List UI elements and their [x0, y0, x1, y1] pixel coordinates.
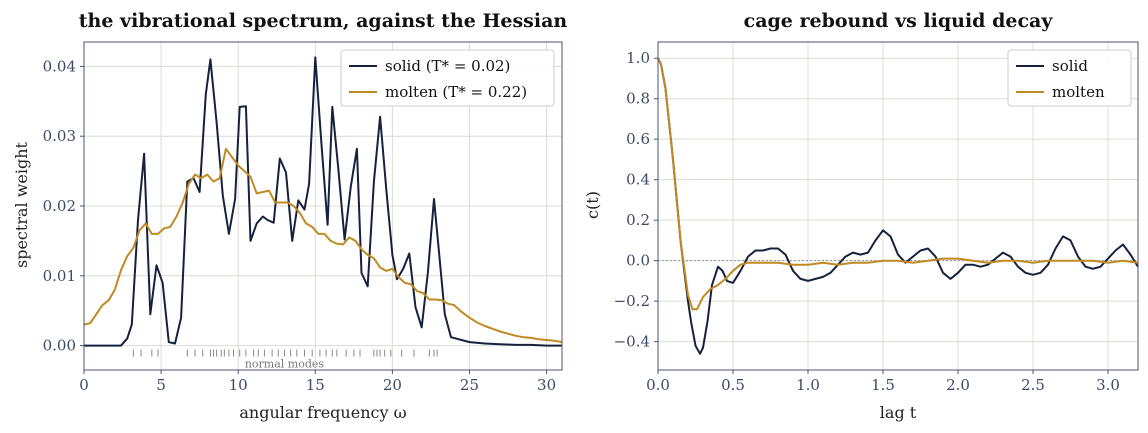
y-tick-label: 0.0 — [626, 252, 650, 270]
x-tick-label: 1.5 — [871, 376, 895, 394]
x-tick-label: 3.0 — [1096, 376, 1120, 394]
legend-label-solid: solid (T* = 0.02) — [385, 57, 510, 75]
plot-frame — [83, 41, 563, 371]
legend-label-solid: solid — [1052, 57, 1088, 75]
x-tick-label: 10 — [229, 376, 248, 394]
legend-label-molten: molten — [1052, 83, 1105, 101]
x-tick-label: 1.0 — [796, 376, 820, 394]
normal-modes-annotation: normal modes — [245, 358, 325, 371]
series-line-molten — [657, 57, 1139, 311]
y-tick-label: 0.2 — [626, 211, 650, 229]
y-tick-label: 0.01 — [43, 267, 76, 285]
x-tick-label: 2.5 — [1021, 376, 1045, 394]
x-axis-label: angular frequency ω — [239, 403, 406, 422]
y-tick-label: −0.4 — [614, 333, 650, 351]
spectrum-panel: the vibrational spectrum, against the He… — [12, 10, 567, 422]
autocorrelation-panel: cage rebound vs liquid decay lag t c(t) … — [583, 10, 1139, 422]
x-tick-label: 2.0 — [946, 376, 970, 394]
legend-box — [340, 49, 555, 107]
legend: solid (T* = 0.02) molten (T* = 0.22) — [340, 49, 555, 107]
y-tick-label: 0.02 — [43, 197, 76, 215]
y-tick-label: 0.4 — [626, 171, 650, 189]
x-tick-label: 15 — [306, 376, 325, 394]
x-axis-label: lag t — [880, 403, 917, 422]
x-tick-label: 0 — [79, 376, 89, 394]
legend: solid molten — [1007, 49, 1132, 107]
y-tick-label: −0.2 — [614, 292, 650, 310]
y-tick-label: 0.04 — [43, 57, 76, 75]
series-line-solid — [84, 56, 562, 347]
y-tick-label: 1.0 — [626, 49, 650, 67]
chart-title: cage rebound vs liquid decay — [744, 10, 1054, 32]
chart-title: the vibrational spectrum, against the He… — [79, 10, 568, 32]
legend-label-molten: molten (T* = 0.22) — [385, 83, 527, 101]
series-line-solid — [657, 57, 1139, 355]
y-tick-label: 0.03 — [43, 127, 76, 145]
x-tick-label: 0.5 — [721, 376, 745, 394]
x-tick-label: 20 — [383, 376, 402, 394]
y-tick-label: 0.8 — [626, 90, 650, 108]
y-tick-label: 0.6 — [626, 130, 650, 148]
x-tick-label: 0.0 — [646, 376, 670, 394]
x-tick-label: 5 — [156, 376, 166, 394]
x-tick-label: 30 — [537, 376, 556, 394]
y-tick-label: 0.00 — [43, 337, 76, 355]
y-axis-label: c(t) — [583, 191, 602, 219]
y-axis-label: spectral weight — [12, 141, 31, 268]
series-line-molten — [83, 147, 563, 344]
plot-frame — [657, 41, 1139, 371]
x-tick-label: 25 — [460, 376, 479, 394]
